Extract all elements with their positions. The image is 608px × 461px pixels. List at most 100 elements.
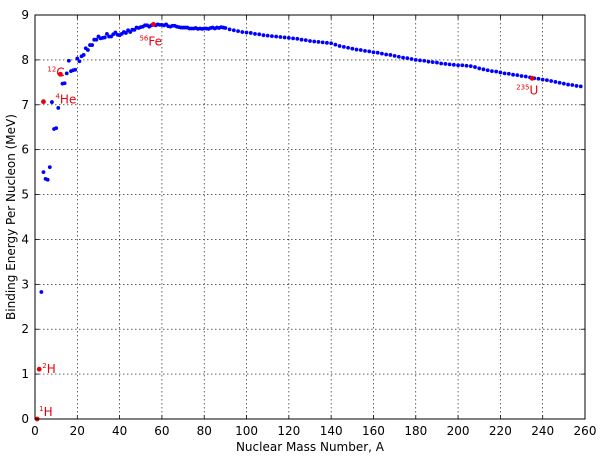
data-point [236,29,240,34]
y-tick-label: 1 [21,367,29,381]
data-point [396,54,401,59]
x-tick-label: 220 [489,424,512,438]
data-point [451,62,456,67]
annotations: 1H 2H 4He 12C 56Fe 235U [39,34,538,419]
nuclide-label: 2H [42,362,56,376]
data-point [561,81,566,86]
data-point [320,40,325,45]
data-point [574,84,579,88]
nuclide-label: 235U [516,83,538,97]
data-point [90,43,95,47]
data-point [244,30,249,35]
data-point [413,57,418,62]
data-point [73,67,78,72]
plot-area [35,15,585,419]
data-point [502,71,507,76]
data-point [325,40,329,45]
data-point [363,49,367,53]
grid [35,15,585,419]
x-tick-label: 140 [320,424,343,438]
data-points [34,22,583,422]
data-point [64,71,69,76]
x-tick-label: 160 [362,424,385,438]
data-point [227,27,232,32]
data-point [435,60,439,65]
data-point [341,44,346,49]
data-point [350,46,355,51]
data-point [371,50,376,55]
y-tick-label: 6 [21,143,29,157]
data-point [257,32,262,37]
highlight-point [529,75,535,81]
x-tick-label: 100 [235,424,258,438]
data-point [329,41,334,46]
data-point [443,62,448,66]
data-point [274,34,279,39]
data-point [515,73,520,78]
data-point [409,57,414,61]
x-tick-label: 180 [404,424,427,438]
data-point [392,53,397,58]
y-tick-label: 7 [21,98,29,112]
nuclide-label: 56Fe [139,34,162,48]
data-point [337,44,342,48]
plot-frame [34,14,586,420]
nuclide-label: 1H [39,405,53,419]
data-point [418,58,422,63]
data-point [481,67,486,72]
data-point [56,106,61,110]
data-point [380,51,384,56]
data-point [473,65,477,69]
y-tick-label: 3 [21,277,29,291]
data-point [261,33,266,38]
data-point [253,31,257,36]
data-point [240,30,245,34]
data-point [456,63,460,68]
data-point [578,84,583,89]
data-point [291,36,295,41]
data-point [333,42,338,47]
x-tick-label: 20 [70,424,85,438]
data-point [299,37,304,42]
data-point [124,31,128,35]
y-tick-label: 5 [21,188,29,202]
axis-ticks: 0 20 40 60 80 100 120 140 160 180 200 220 240 2600123… [21,8,596,438]
data-point [384,52,389,57]
data-point [553,79,558,84]
data-point [50,100,54,104]
data-point [485,68,490,73]
data-point [388,53,393,57]
y-axis-label: Binding Energy Per Nucleon (MeV) [4,114,18,320]
data-point [460,63,465,68]
data-point [85,48,90,52]
data-point [66,58,71,63]
data-point [77,59,82,64]
data-point [498,70,503,75]
data-point [105,31,109,36]
data-point [346,45,350,50]
data-point [303,38,308,43]
data-point [426,59,431,64]
data-point [308,39,312,43]
data-point [557,80,562,85]
data-point [282,35,287,40]
x-tick-label: 200 [447,424,470,438]
data-point [231,28,236,33]
highlight-point [151,22,156,27]
data-point [295,36,300,41]
data-point [75,56,80,61]
y-tick-label: 4 [21,232,29,246]
data-point [506,71,511,76]
x-tick-label: 60 [154,424,169,438]
nuclide-label: 4He [55,93,76,107]
data-point [354,47,359,52]
data-point [270,34,274,38]
data-point [570,83,575,87]
data-point [45,177,50,182]
data-point [477,66,482,71]
data-point [430,60,435,65]
data-point [549,79,554,83]
data-point [358,48,363,52]
data-point [47,165,52,170]
